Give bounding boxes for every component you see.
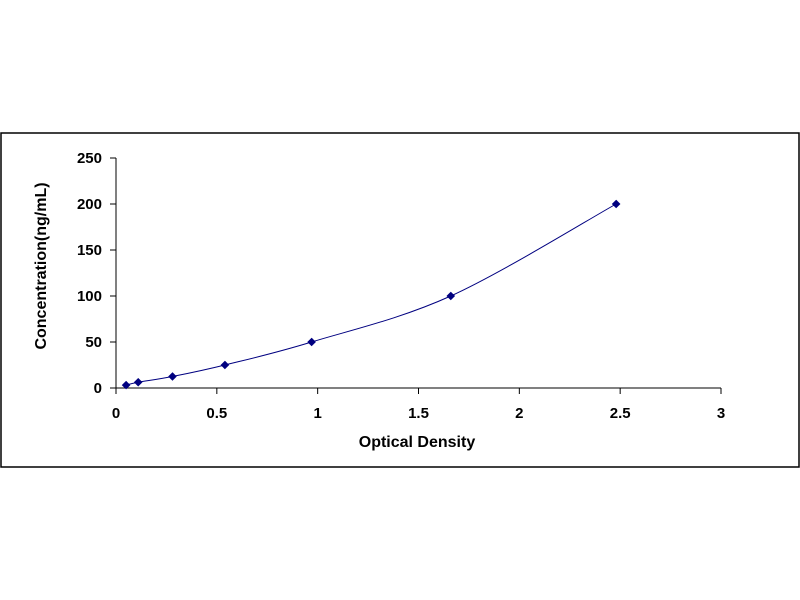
- data-point-marker: [307, 337, 316, 347]
- x-tick-label: 1: [313, 405, 321, 422]
- y-tick-label: 250: [77, 150, 102, 167]
- x-axis-ticks: 0 0.5 1 1.5 2 2.5 3: [112, 388, 725, 422]
- data-point-marker: [446, 291, 456, 301]
- x-tick-label: 1.5: [408, 405, 429, 422]
- y-tick-label: 0: [94, 380, 102, 397]
- data-points: [121, 199, 621, 390]
- x-axis-title: Optical Density: [359, 434, 476, 451]
- y-axis-title: Concentration(ng/mL): [33, 182, 50, 349]
- data-point-marker: [133, 377, 143, 387]
- y-tick-label: 50: [85, 334, 102, 351]
- data-point-marker: [168, 372, 177, 381]
- x-tick-label: 2: [515, 405, 523, 422]
- data-point-marker: [611, 199, 621, 209]
- y-tick-label: 200: [77, 196, 102, 213]
- x-tick-label: 2.5: [610, 405, 631, 422]
- fit-curve: [125, 203, 617, 386]
- data-point-marker: [121, 380, 131, 390]
- y-tick-label: 150: [77, 242, 102, 259]
- x-tick-label: 0: [112, 405, 120, 422]
- x-tick-label: 3: [717, 405, 725, 422]
- y-axis-ticks: 0 50 100 150 200 250: [77, 150, 116, 397]
- y-tick-label: 100: [77, 288, 102, 305]
- chart-border: [0, 132, 800, 468]
- data-point-marker: [220, 360, 230, 370]
- x-tick-label: 0.5: [206, 405, 227, 422]
